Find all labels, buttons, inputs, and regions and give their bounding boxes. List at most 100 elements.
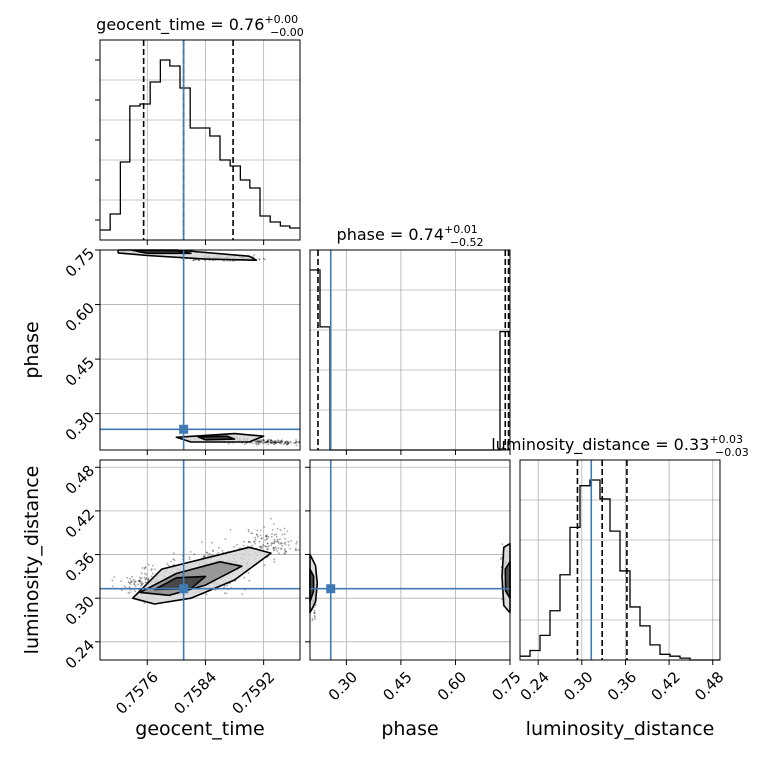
truth-marker [179,584,189,594]
scatter-point [152,572,154,575]
scatter-point [275,535,278,538]
scatter-point [150,575,153,578]
scatter-point [208,552,211,555]
scatter-point [145,573,148,576]
scatter-point [263,526,266,528]
scatter-point [279,543,281,545]
scatter-point [143,567,146,570]
scatter-point [139,580,142,582]
scatter-point [145,578,148,580]
scatter-point [265,441,268,444]
scatter-point [264,441,267,444]
scatter-point [256,529,259,532]
scatter-point [313,612,316,615]
scatter-point [285,443,288,446]
scatter-point [280,441,283,444]
scatter-point [296,540,298,543]
scatter-point [227,442,230,445]
scatter-point [285,550,287,553]
scatter-point [265,441,267,444]
scatter-point [243,576,246,579]
scatter-point [212,550,215,552]
scatter-point [279,529,282,532]
scatter-point [294,549,297,551]
scatter-point [314,604,317,607]
scatter-point [272,547,275,550]
scatter-point [279,441,281,444]
scatter-point [129,583,132,585]
scatter-point [225,592,228,595]
x-tick-label: 0.30 [325,668,361,704]
scatter-point [142,582,144,584]
y-tick-label: 0.60 [62,299,98,335]
scatter-point [266,440,269,443]
scatter-point [257,443,260,446]
scatter-point [283,552,286,555]
scatter-point [287,441,290,444]
scatter-point [244,443,246,446]
scatter-point [280,439,283,442]
scatter-point [147,578,150,581]
panel-frame [99,249,301,451]
scatter-point [276,527,279,530]
scatter-point [273,441,276,443]
scatter-point [268,545,270,547]
scatter-point [264,545,266,547]
panel-frame [309,459,511,661]
scatter-point [140,583,143,585]
scatter-point [141,572,143,574]
scatter-point [273,541,275,544]
scatter-point [130,581,133,584]
scatter-point [275,442,278,444]
scatter-point [111,579,114,582]
scatter-point [266,548,269,551]
scatter-point [279,441,282,444]
scatter-point [202,555,205,558]
scatter-point [262,439,265,442]
panel-frame [309,249,511,451]
scatter-point [284,442,286,445]
scatter-point [139,576,141,579]
scatter-point [253,254,256,257]
scatter-point [297,441,300,444]
scatter-point [267,441,269,444]
scatter-point [276,538,279,541]
histogram-luminosity_distance [520,479,720,661]
scatter-point [147,579,150,581]
scatter-point [131,575,134,578]
scatter-point [259,546,261,548]
scatter-point [265,535,268,538]
scatter-point [289,440,292,443]
scatter-point [251,532,254,535]
scatter-point [130,580,133,583]
scatter-point [209,554,212,556]
y-tick-label: 0.30 [62,408,98,444]
scatter-point [133,583,136,586]
scatter-point [284,543,287,546]
scatter-point [141,583,144,586]
scatter-point [211,554,214,556]
x-tick-label: 0.7576 [112,668,162,718]
scatter-point [248,540,250,543]
scatter-point [286,443,288,446]
scatter-point [276,550,279,552]
scatter-point [270,517,272,520]
panel-frame [519,459,721,661]
scatter-point [243,540,245,543]
scatter-point [273,534,276,536]
scatter-point [192,259,195,262]
scatter-point [203,555,206,557]
scatter-point [127,581,130,584]
scatter-point [143,576,146,579]
scatter-point [212,549,214,552]
scatter-point [271,542,274,545]
scatter-point [313,609,316,612]
scatter-point [275,533,278,536]
scatter-point [261,546,263,549]
scatter-point [201,541,203,543]
scatter-point [262,442,265,445]
scatter-point [267,439,270,442]
scatter-point [259,534,262,537]
scatter-point [150,569,153,571]
